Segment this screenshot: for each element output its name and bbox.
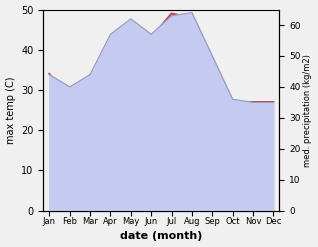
Y-axis label: max temp (C): max temp (C) [5,76,16,144]
Y-axis label: med. precipitation (kg/m2): med. precipitation (kg/m2) [303,54,313,166]
X-axis label: date (month): date (month) [120,231,203,242]
